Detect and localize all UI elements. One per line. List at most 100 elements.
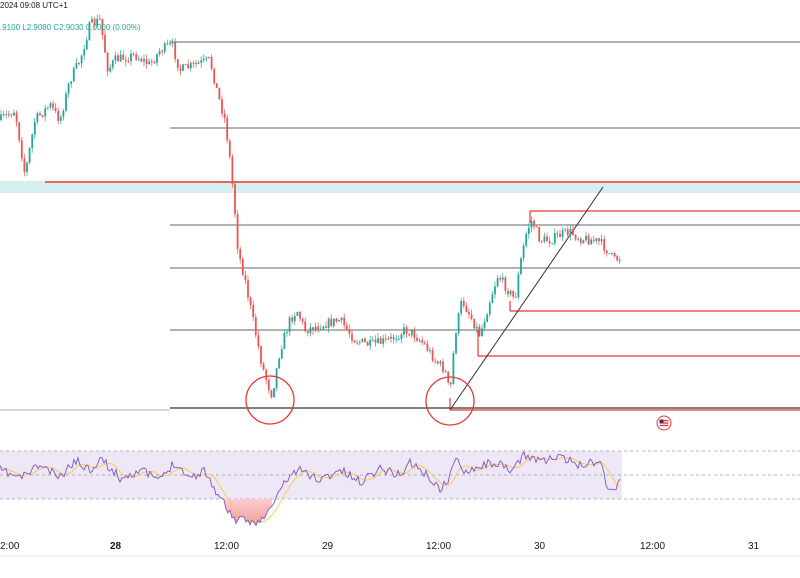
candle-body — [98, 18, 101, 20]
candle-body — [322, 326, 325, 329]
candle-body — [582, 240, 585, 243]
candle-body — [590, 239, 593, 245]
candle-body — [470, 314, 473, 319]
candle-body — [299, 311, 301, 319]
candle-body — [192, 62, 195, 64]
trend-line[interactable] — [449, 186, 604, 411]
candle-body — [20, 140, 23, 159]
candle-body — [468, 311, 470, 315]
candle-body — [546, 236, 548, 242]
candle-body — [403, 327, 405, 335]
candle-body — [491, 294, 494, 304]
low-circle-1 — [245, 375, 295, 425]
candle-body — [416, 337, 418, 341]
candle-body — [442, 361, 444, 372]
time-label: 2:00 — [0, 541, 20, 552]
candle-body — [325, 326, 327, 328]
candle-body — [358, 342, 361, 344]
candle-body — [205, 57, 208, 59]
candle-body — [577, 238, 580, 240]
candle-body — [345, 325, 348, 330]
candle-body — [59, 116, 62, 121]
low-circle-2 — [425, 376, 475, 426]
candle-body — [338, 320, 340, 322]
candle-body — [382, 338, 385, 344]
candle-body — [517, 274, 520, 298]
candle-body — [429, 350, 431, 352]
candle-body — [488, 303, 491, 315]
candle-body — [10, 114, 13, 116]
candle-body — [306, 331, 309, 334]
candle-body — [260, 346, 262, 364]
candle-body — [124, 59, 127, 62]
candle-body — [314, 326, 317, 331]
candle-body — [592, 239, 595, 241]
time-label: 12:00 — [426, 541, 451, 552]
candle-body — [208, 57, 210, 59]
candle-body — [379, 338, 382, 344]
header-date: 2024 09:08 UTC+1 — [0, 1, 68, 10]
candle-body — [512, 290, 515, 297]
candle-body — [278, 358, 281, 369]
candle-body — [52, 103, 54, 108]
candle-body — [312, 327, 314, 331]
candle-body — [46, 107, 49, 109]
candle-body — [119, 54, 122, 62]
candle-body — [585, 235, 587, 241]
candle-body — [195, 62, 197, 64]
candle-body — [75, 62, 78, 69]
candle-body — [351, 333, 353, 341]
candle-body — [613, 253, 616, 256]
candle-body — [26, 162, 28, 172]
candle-body — [215, 83, 218, 88]
rsi-line — [0, 450, 621, 527]
candle-body — [273, 387, 275, 398]
candle-body — [96, 18, 99, 26]
candle-body — [182, 64, 184, 71]
candle-body — [475, 326, 478, 329]
candle-body — [189, 62, 192, 69]
candle-body — [231, 156, 234, 184]
candle-body — [603, 239, 606, 251]
candle-body — [525, 234, 528, 246]
time-axis: 2:00 28 12:00 29 12:00 30 12:00 31 — [0, 541, 760, 552]
candle-body — [356, 342, 359, 344]
candle-body — [408, 333, 411, 336]
candle-body — [572, 228, 574, 235]
candle-body — [62, 110, 65, 117]
candle-body — [327, 318, 330, 328]
candle-body — [478, 326, 481, 337]
candle-body — [280, 349, 283, 359]
candle-body — [72, 68, 75, 82]
candle-body — [371, 339, 374, 341]
candle-body — [93, 19, 96, 26]
candle-body — [522, 245, 525, 259]
candle-body — [249, 297, 252, 306]
candle-body — [397, 338, 400, 340]
candle-body — [431, 350, 434, 361]
candle-body — [514, 296, 517, 298]
candle-body — [520, 258, 522, 275]
candle-body — [88, 22, 91, 41]
candle-body — [423, 342, 426, 344]
candle-body — [127, 61, 130, 63]
candle-body — [296, 311, 299, 316]
candle-body — [390, 336, 392, 339]
candle-body — [561, 230, 564, 238]
candle-body — [257, 335, 260, 347]
time-label: 12:00 — [640, 541, 665, 552]
candle-body — [426, 343, 429, 351]
candle-body — [301, 318, 304, 322]
candle-body — [143, 59, 145, 62]
candle-body — [104, 34, 106, 53]
candle-body — [114, 55, 117, 61]
candle-body — [483, 322, 486, 329]
candle-body — [18, 122, 21, 141]
candle-body — [527, 227, 530, 235]
candle-body — [317, 326, 320, 330]
us-flag-icon[interactable] — [656, 415, 672, 431]
candle-body — [413, 330, 416, 338]
candle-body — [39, 113, 41, 116]
candle-body — [36, 113, 39, 122]
